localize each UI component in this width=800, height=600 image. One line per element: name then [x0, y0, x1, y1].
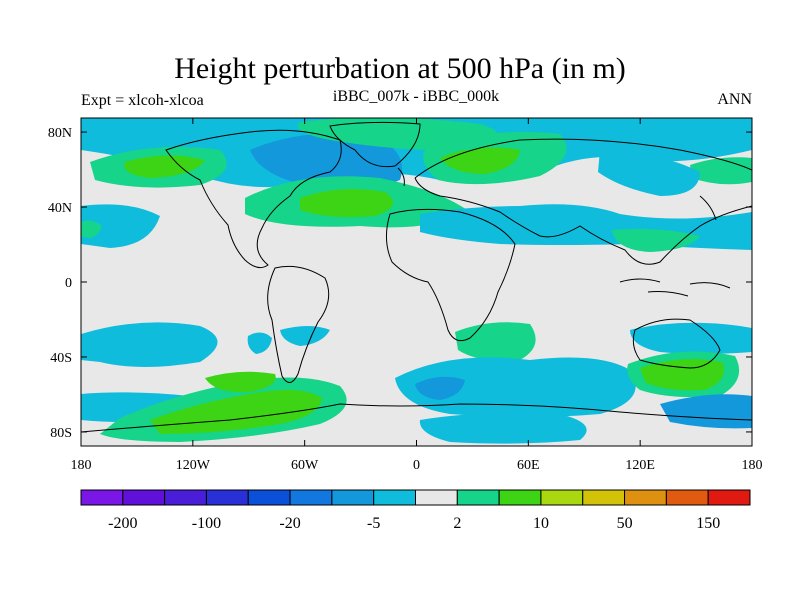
latitude-tick-labels: 80N 40N 0 40S 80S	[48, 126, 72, 441]
contour-indian-ocean-negative	[395, 357, 636, 417]
lon-tick-label: 0	[413, 458, 420, 473]
lat-tick-label: 40S	[50, 351, 72, 366]
contour-south-america-negative	[247, 332, 272, 354]
lat-tick-label: 80N	[48, 126, 72, 141]
contour-antarctic-negative	[419, 412, 587, 444]
colorbar-label: -20	[279, 515, 300, 532]
lon-tick-label: 120W	[176, 458, 211, 473]
contour-arctic-core	[250, 133, 402, 190]
colorbar-swatch	[456, 489, 500, 506]
experiment-label: Expt = xlcoh-xlcoa	[81, 92, 204, 109]
lon-tick-label: 120E	[625, 458, 655, 473]
contour-arctic-negative	[81, 118, 752, 188]
coastline-uk	[397, 167, 405, 187]
contour-south-pacific-negative	[81, 322, 218, 367]
coastline-australia	[632, 318, 721, 369]
contour-north-atlantic-top	[298, 118, 498, 151]
lat-tick-label: 80S	[50, 426, 72, 441]
contour-north-pacific-core	[124, 155, 205, 178]
colorbar-label: -5	[367, 515, 380, 532]
colorbar-label: -200	[108, 515, 137, 532]
coastline-south-america	[267, 265, 330, 383]
coastline-north-america	[165, 129, 342, 269]
contour-north-atlantic-core	[300, 189, 393, 218]
contour-australia-negative	[630, 322, 752, 354]
season-label: ANN	[717, 91, 752, 108]
case-label: iBBC_007k - iBBC_000k	[332, 88, 500, 105]
colorbar-label: 10	[533, 515, 549, 532]
coastline-japan	[699, 195, 717, 221]
coastline-eurasia	[414, 138, 752, 265]
contour-asia-negative	[598, 150, 700, 196]
coastline-indonesia	[619, 278, 731, 297]
contour-south-pacific-positive-high	[205, 371, 276, 393]
colorbar	[80, 489, 751, 506]
colorbar-label: 2	[453, 515, 461, 532]
lat-tick-label: 40N	[48, 201, 72, 216]
colorbar-swatch	[540, 489, 584, 506]
coastline-layer	[81, 121, 752, 433]
colorbar-swatch	[624, 489, 667, 506]
plot-title: Height perturbation at 500 hPa (in m)	[174, 52, 626, 85]
colorbar-swatch	[205, 489, 249, 506]
colorbar-swatch	[164, 489, 207, 506]
colorbar-swatch	[498, 489, 542, 506]
colorbar-swatch	[707, 489, 751, 506]
contour-south-africa-positive	[455, 322, 536, 361]
coastline-antarctica	[81, 403, 752, 433]
contour-indian-ocean-core	[415, 376, 465, 400]
colorbar-swatch	[331, 489, 375, 506]
lon-tick-label: 180	[71, 458, 92, 473]
contour-west-pacific-positive	[81, 220, 102, 238]
lat-tick-label: 0	[65, 276, 72, 291]
colorbar-swatch	[582, 489, 626, 506]
longitude-tick-labels: 180 120W 60W 0 60E 120E 180	[71, 458, 763, 473]
colorbar-label: 50	[617, 515, 633, 532]
contour-tropical-atlantic-negative	[280, 326, 330, 346]
colorbar-swatch	[665, 489, 709, 506]
lon-tick-label: 60W	[291, 458, 319, 473]
contour-west-pacific-green	[612, 228, 700, 252]
colorbar-labels: -200 -100 -20 -5 2 10 50 150	[108, 515, 720, 532]
colorbar-label: 150	[696, 515, 720, 532]
contour-south-australia-green-core	[640, 359, 724, 391]
colorbar-swatch	[373, 489, 416, 506]
contour-southern-ocean-core	[660, 394, 752, 429]
coastline-africa	[386, 208, 516, 342]
contour-subtropical-pacific-negative	[81, 204, 160, 248]
colorbar-label: -100	[192, 515, 221, 532]
lon-tick-label: 60E	[517, 458, 540, 473]
tick-marks	[80, 118, 753, 446]
colorbar-swatch	[289, 489, 333, 506]
coastline-greenland	[329, 121, 421, 168]
colorbar-swatch	[247, 489, 291, 506]
lon-tick-label: 180	[742, 458, 763, 473]
contour-fill-layer	[81, 118, 752, 446]
colorbar-swatch	[122, 489, 166, 506]
colorbar-swatch	[80, 489, 124, 506]
colorbar-swatch	[415, 489, 458, 506]
